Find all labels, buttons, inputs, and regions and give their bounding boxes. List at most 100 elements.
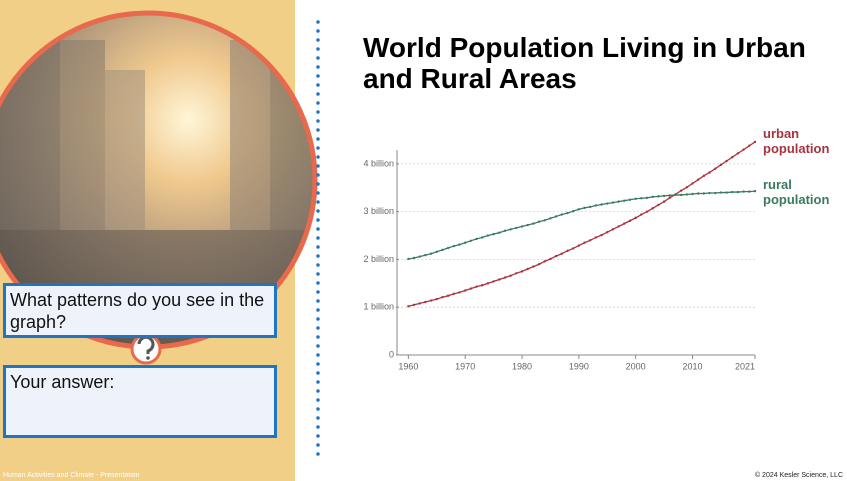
data-point <box>412 303 416 307</box>
chart-title: World Population Living in Urban and Rur… <box>363 32 806 94</box>
data-point <box>458 243 461 246</box>
x-tick-label: 2000 <box>626 361 646 371</box>
data-point <box>736 190 740 194</box>
data-point <box>742 148 745 151</box>
data-point <box>714 191 717 195</box>
data-point <box>657 195 660 198</box>
data-point <box>532 265 535 268</box>
data-point <box>543 219 546 222</box>
x-tick-label: 2010 <box>682 361 702 371</box>
data-point <box>515 272 518 275</box>
data-point <box>566 249 569 253</box>
data-point <box>424 300 427 304</box>
question-icon <box>130 333 162 365</box>
data-point <box>469 239 473 243</box>
data-point <box>753 189 757 193</box>
x-tick-label: 1990 <box>569 361 589 371</box>
data-point <box>418 255 421 258</box>
data-point <box>662 200 666 203</box>
data-point <box>583 206 586 210</box>
data-point <box>696 192 700 195</box>
data-point <box>429 299 433 302</box>
data-point <box>481 284 484 287</box>
data-point <box>498 278 501 281</box>
data-point <box>509 274 512 277</box>
question-dot <box>146 356 150 360</box>
data-point <box>611 228 615 231</box>
data-point <box>606 202 609 205</box>
x-tick-label: 1960 <box>398 361 418 371</box>
data-point <box>645 196 649 200</box>
data-point <box>526 223 529 227</box>
question: What patterns do you see in the graph? <box>10 290 265 332</box>
data-point <box>537 220 541 223</box>
data-point <box>429 252 433 255</box>
data-point <box>651 207 654 210</box>
data-point <box>475 237 478 241</box>
data-point <box>520 270 524 273</box>
data-point <box>554 215 558 218</box>
y-tick-label: 2 billion <box>363 254 394 264</box>
data-point <box>452 292 456 296</box>
data-point <box>657 203 660 207</box>
data-point <box>623 199 626 202</box>
footer-left: Human Activities and Climate - Presentat… <box>3 472 140 479</box>
data-point <box>685 193 689 196</box>
data-point <box>589 239 592 242</box>
data-point <box>560 252 563 255</box>
data-point <box>725 159 728 163</box>
data-point <box>731 156 734 159</box>
data-point <box>742 190 745 193</box>
data-point <box>577 244 581 247</box>
data-point <box>537 263 541 266</box>
data-point <box>446 246 450 250</box>
data-point <box>640 213 643 216</box>
data-point <box>719 163 723 167</box>
data-point <box>486 282 490 285</box>
data-point <box>458 291 461 294</box>
data-point <box>566 211 569 215</box>
data-point <box>702 192 706 195</box>
legend-label: rural population <box>763 177 830 208</box>
data-point <box>731 190 734 194</box>
data-point <box>696 178 700 181</box>
data-point <box>475 285 478 288</box>
x-tick-label: 2021 <box>735 361 755 371</box>
data-point <box>714 167 717 170</box>
data-point <box>435 297 438 301</box>
data-point <box>486 234 490 237</box>
x-tick-label: 1970 <box>455 361 475 371</box>
data-point <box>685 186 689 189</box>
data-point <box>520 225 524 228</box>
data-point <box>736 152 740 155</box>
y-tick-label: 3 billion <box>363 206 394 216</box>
data-point <box>617 200 620 203</box>
data-point <box>708 191 711 195</box>
data-point <box>435 250 438 253</box>
data-point <box>725 191 728 194</box>
data-point <box>634 216 637 220</box>
data-point <box>679 193 683 197</box>
data-point <box>503 229 507 232</box>
question-glyph <box>137 335 155 354</box>
series-line <box>408 190 756 260</box>
legend-label: urban population <box>763 125 830 156</box>
data-point <box>441 295 444 299</box>
data-point <box>549 217 552 220</box>
data-point <box>571 209 575 213</box>
series-line <box>408 141 756 307</box>
data-point <box>571 247 575 250</box>
data-point <box>481 236 484 239</box>
data-point <box>407 305 410 308</box>
data-point <box>691 182 694 185</box>
data-point <box>617 225 620 228</box>
data-point <box>606 231 609 234</box>
data-point <box>679 189 683 192</box>
data-point <box>463 289 467 292</box>
data-point <box>577 208 581 211</box>
data-point <box>702 174 706 178</box>
answer-box[interactable]: Your answer: <box>3 365 277 438</box>
data-point <box>492 232 495 236</box>
data-point <box>594 204 598 207</box>
